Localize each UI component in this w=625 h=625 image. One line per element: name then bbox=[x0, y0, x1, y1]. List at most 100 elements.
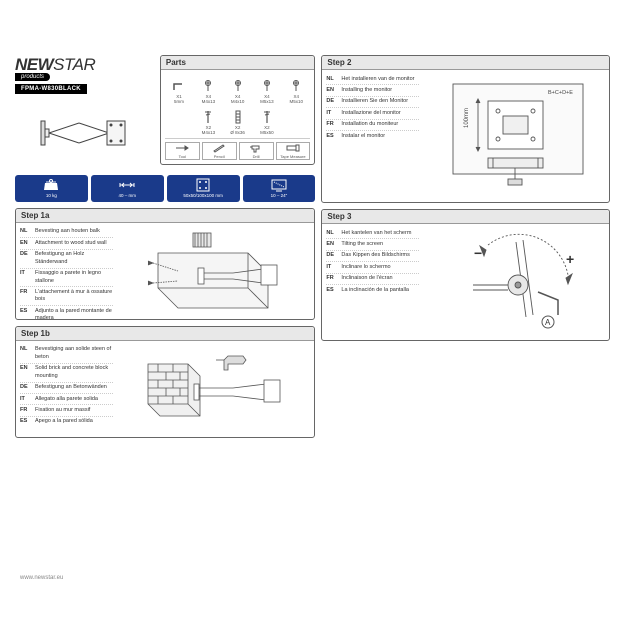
step-1a-illustration bbox=[115, 227, 310, 324]
parts-panel: Parts X15mmX4M4x13X4M4x10X4M5x13X4M5x10X… bbox=[160, 55, 316, 165]
lang-code: NL bbox=[20, 228, 32, 235]
lang-text: Tilting the screen bbox=[341, 241, 419, 248]
step-3-plus: + bbox=[566, 251, 574, 267]
lang-row: DEDas Kippen des Bildschirms bbox=[326, 251, 419, 262]
lang-text: Apego a la pared sólida bbox=[35, 418, 113, 425]
part-item: X2M4x13 bbox=[194, 105, 222, 135]
lang-text: Befestigung an Betonwänden bbox=[35, 384, 113, 391]
spec-value: 50x50/100x100 mm bbox=[183, 194, 223, 199]
header-row: NEWSTAR products FPMA-W830BLACK bbox=[15, 55, 315, 165]
part-item: X4M5x10 bbox=[282, 74, 310, 104]
spec-chips: 10 kg40 – mm50x50/100x100 mm10 – 24" bbox=[15, 175, 315, 202]
lang-row: DEInstallieren Sie den Monitor bbox=[326, 97, 419, 108]
step-2-title: Step 2 bbox=[322, 56, 609, 70]
lang-code: EN bbox=[20, 365, 32, 380]
brand-name-1: NEW bbox=[15, 55, 53, 74]
lang-code: IT bbox=[20, 270, 32, 285]
lang-text: La inclinación de la pantalla bbox=[341, 287, 419, 294]
spec-value: 40 – mm bbox=[119, 194, 137, 199]
lang-code: ES bbox=[326, 133, 338, 140]
step-1a-title: Step 1a bbox=[16, 209, 314, 223]
product-illustration bbox=[15, 100, 154, 165]
lang-row: ENTilting the screen bbox=[326, 239, 419, 250]
lang-text: Inclinare lo schermo bbox=[341, 264, 419, 271]
tool-icon bbox=[175, 143, 189, 154]
lang-code: DE bbox=[326, 252, 338, 259]
lang-text: Installazione del monitor bbox=[341, 110, 419, 117]
tool-label: Drill bbox=[253, 154, 260, 159]
tool-icon bbox=[286, 143, 300, 154]
lang-code: FR bbox=[20, 407, 32, 414]
lang-text: Solid brick and concrete block mounting bbox=[35, 365, 113, 380]
lang-text: Fissaggio a parete in legno stallone bbox=[35, 270, 113, 285]
parts-title: Parts bbox=[161, 56, 315, 70]
instruction-sheet: NEWSTAR products FPMA-W830BLACK bbox=[15, 55, 610, 570]
lang-text: Het kantelen van het scherm bbox=[341, 230, 419, 237]
lang-code: DE bbox=[326, 98, 338, 105]
lang-row: NLBevesting aan houten balk bbox=[20, 227, 113, 238]
part-label: M4x13 bbox=[202, 130, 216, 135]
lang-text: L'attachement à mur à ossature bois bbox=[35, 289, 113, 304]
lang-code: DE bbox=[20, 251, 32, 266]
part-item: X15mm bbox=[165, 74, 193, 104]
lang-row: FRFixation au mur massif bbox=[20, 405, 113, 416]
part-label: Ø 8x36 bbox=[230, 130, 245, 135]
model-badge: FPMA-W830BLACK bbox=[15, 84, 87, 94]
screw-icon bbox=[203, 79, 213, 93]
lang-row: ENAttachment to wood stud wall bbox=[20, 238, 113, 249]
lang-text: Installieren Sie den Monitor bbox=[341, 98, 419, 105]
lang-text: Befestigung an Holz Ständerwand bbox=[35, 251, 113, 266]
part-item: X2Ø 8x36 bbox=[223, 105, 251, 135]
lang-text: Fixation au mur massif bbox=[35, 407, 113, 414]
lang-code: DE bbox=[20, 384, 32, 391]
tool-label: Pencil bbox=[214, 154, 225, 159]
parts-grid: X15mmX4M4x13X4M4x10X4M5x13X4M5x10X2M4x13… bbox=[165, 74, 311, 135]
brand-name-2: STAR bbox=[53, 55, 95, 74]
lang-row: DEBefestigung an Betonwänden bbox=[20, 383, 113, 394]
part-label: M5x50 bbox=[260, 130, 274, 135]
lang-code: NL bbox=[326, 76, 338, 83]
lang-text: Bevestiging aan solide steen of beton bbox=[35, 346, 113, 361]
spec-chip: 10 kg bbox=[15, 175, 88, 202]
lang-text: Het installeren van de monitor bbox=[341, 76, 419, 83]
lang-row: ITInstallazione del monitor bbox=[326, 108, 419, 119]
spec-chip: 50x50/100x100 mm bbox=[167, 175, 240, 202]
lang-row: ITInclinare lo schermo bbox=[326, 262, 419, 273]
screw-long-icon bbox=[263, 110, 271, 124]
step-1a-langs: NLBevesting aan houten balkENAttachment … bbox=[20, 227, 115, 324]
lang-text: Allegato alla parete solida bbox=[35, 396, 113, 403]
step-3-a: A bbox=[545, 318, 551, 327]
lang-text: Instalar el monitor bbox=[341, 133, 419, 140]
lang-code: ES bbox=[20, 418, 32, 425]
anchor-icon bbox=[234, 110, 242, 124]
vesa-icon bbox=[194, 178, 212, 192]
depth-icon bbox=[118, 178, 136, 192]
part-label: 5mm bbox=[174, 99, 184, 104]
lang-row: FRInstallation du moniteur bbox=[326, 120, 419, 131]
weight-icon bbox=[42, 178, 60, 192]
lang-code: NL bbox=[326, 230, 338, 237]
step-1b-title: Step 1b bbox=[16, 327, 314, 341]
step-1b-langs: NLBevestiging aan solide steen of betonE… bbox=[20, 345, 115, 433]
parts-body: X15mmX4M4x13X4M4x10X4M5x13X4M5x10X2M4x13… bbox=[161, 70, 315, 164]
tool-icon bbox=[249, 143, 263, 154]
screw-icon bbox=[262, 79, 272, 93]
step-2-illustration: 100mm B+C+D+E bbox=[421, 74, 605, 198]
lang-row: DEBefestigung an Holz Ständerwand bbox=[20, 250, 113, 269]
hexkey-icon bbox=[172, 79, 186, 93]
lang-row: ENSolid brick and concrete block mountin… bbox=[20, 364, 113, 383]
lang-code: IT bbox=[326, 110, 338, 117]
lang-row: ESAdjunto a la pared montante de madera bbox=[20, 306, 113, 324]
lang-text: Inclinaison de l'écran bbox=[341, 275, 419, 282]
lang-code: ES bbox=[20, 308, 32, 323]
tool-item: Tool bbox=[165, 142, 200, 160]
lang-code: IT bbox=[20, 396, 32, 403]
tool-item: Tape Measure bbox=[276, 142, 311, 160]
part-label: M4x13 bbox=[202, 99, 216, 104]
part-item bbox=[165, 105, 193, 135]
lang-code: ES bbox=[326, 287, 338, 294]
step-3-title: Step 3 bbox=[322, 210, 609, 224]
step-2-langs: NLHet installeren van de monitorENInstal… bbox=[326, 74, 421, 198]
footer-url: www.newstar.eu bbox=[20, 575, 63, 581]
lang-code: EN bbox=[326, 241, 338, 248]
